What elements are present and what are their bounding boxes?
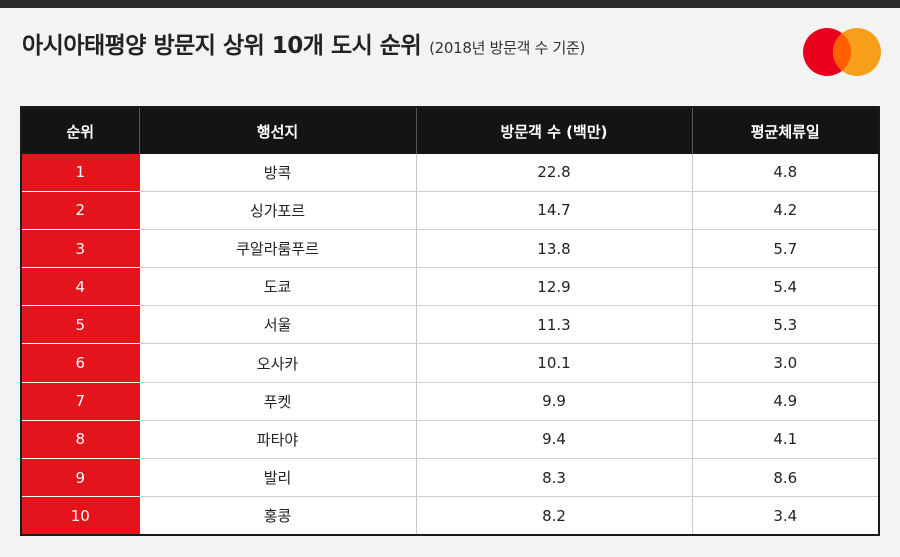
title-block: 아시아태평양 방문지 상위 10개 도시 순위 (2018년 방문객 수 기준) <box>22 26 585 66</box>
rank-cell: 3 <box>22 229 140 269</box>
table-row: 2 싱가포르 14.7 4.2 <box>22 191 878 230</box>
avg-stay-cell: 4.9 <box>692 382 878 421</box>
rank-cell: 1 <box>22 154 140 192</box>
visitors-cell: 8.2 <box>416 496 693 534</box>
table-row: 1 방콕 22.8 4.8 <box>22 154 878 192</box>
table-row: 8 파타야 9.4 4.1 <box>22 420 878 460</box>
header-avg-stay: 평균체류일 <box>692 108 878 154</box>
rank-cell: 4 <box>22 267 140 307</box>
avg-stay-cell: 4.8 <box>692 154 878 192</box>
destination-cell: 서울 <box>139 305 417 345</box>
visitors-cell: 9.4 <box>416 420 693 460</box>
avg-stay-cell: 3.0 <box>692 343 878 383</box>
destination-cell: 도쿄 <box>139 267 417 307</box>
header-visitors: 방문객 수 (백만) <box>416 108 693 154</box>
table-row: 3 쿠알라룸푸르 13.8 5.7 <box>22 229 878 269</box>
mastercard-logo-icon <box>803 28 881 76</box>
avg-stay-cell: 4.2 <box>692 191 878 230</box>
destination-cell: 싱가포르 <box>139 191 417 230</box>
visitors-cell: 14.7 <box>416 191 693 230</box>
avg-stay-cell: 5.4 <box>692 267 878 307</box>
ranking-table: 순위 행선지 방문객 수 (백만) 평균체류일 1 방콕 22.8 4.8 2 … <box>22 108 878 534</box>
table-row: 10 홍콩 8.2 3.4 <box>22 496 878 534</box>
table-row: 4 도쿄 12.9 5.4 <box>22 267 878 307</box>
table-header-row: 순위 행선지 방문객 수 (백만) 평균체류일 <box>22 108 878 154</box>
destination-cell: 쿠알라룸푸르 <box>139 229 417 269</box>
top-bar <box>0 0 900 8</box>
rank-cell: 5 <box>22 305 140 345</box>
destination-cell: 방콕 <box>139 154 417 192</box>
avg-stay-cell: 5.3 <box>692 305 878 345</box>
avg-stay-cell: 4.1 <box>692 420 878 460</box>
header-rank: 순위 <box>22 108 140 154</box>
avg-stay-cell: 3.4 <box>773 506 798 525</box>
rank-cell: 10 <box>22 496 140 534</box>
destination-cell: 홍콩 <box>139 496 417 534</box>
visitors-cell: 8.3 <box>416 458 693 498</box>
ranking-table-container: 순위 행선지 방문객 수 (백만) 평균체류일 1 방콕 22.8 4.8 2 … <box>20 106 880 536</box>
destination-cell: 푸켓 <box>139 382 417 421</box>
rank-cell: 8 <box>22 420 140 460</box>
table-row: 5 서울 11.3 5.3 <box>22 305 878 345</box>
rank-cell: 9 <box>22 458 140 498</box>
visitors-cell: 10.1 <box>416 343 693 383</box>
header-destination: 행선지 <box>139 108 417 154</box>
rank-cell: 7 <box>22 382 140 421</box>
page-title: 아시아태평양 방문지 상위 10개 도시 순위 <box>22 33 422 59</box>
table-row: 7 푸켓 9.9 4.9 <box>22 382 878 421</box>
visitors-cell: 22.8 <box>416 154 693 192</box>
page-subtitle: (2018년 방문객 수 기준) <box>429 39 586 57</box>
table-row: 9 발리 8.3 8.6 <box>22 458 878 498</box>
avg-stay-cell: 5.7 <box>692 229 878 269</box>
visitors-cell: 9.9 <box>416 382 693 421</box>
rank-cell: 6 <box>22 343 140 383</box>
logo-overlap <box>833 28 851 76</box>
destination-cell: 파타야 <box>139 420 417 460</box>
visitors-cell: 13.8 <box>416 229 693 269</box>
rank-cell: 2 <box>22 191 140 230</box>
destination-cell: 발리 <box>139 458 417 498</box>
visitors-cell: 11.3 <box>416 305 693 345</box>
table-row: 6 오사카 10.1 3.0 <box>22 343 878 383</box>
avg-stay-cell: 8.6 <box>692 458 878 498</box>
destination-cell: 오사카 <box>139 343 417 383</box>
visitors-cell: 12.9 <box>416 267 693 307</box>
